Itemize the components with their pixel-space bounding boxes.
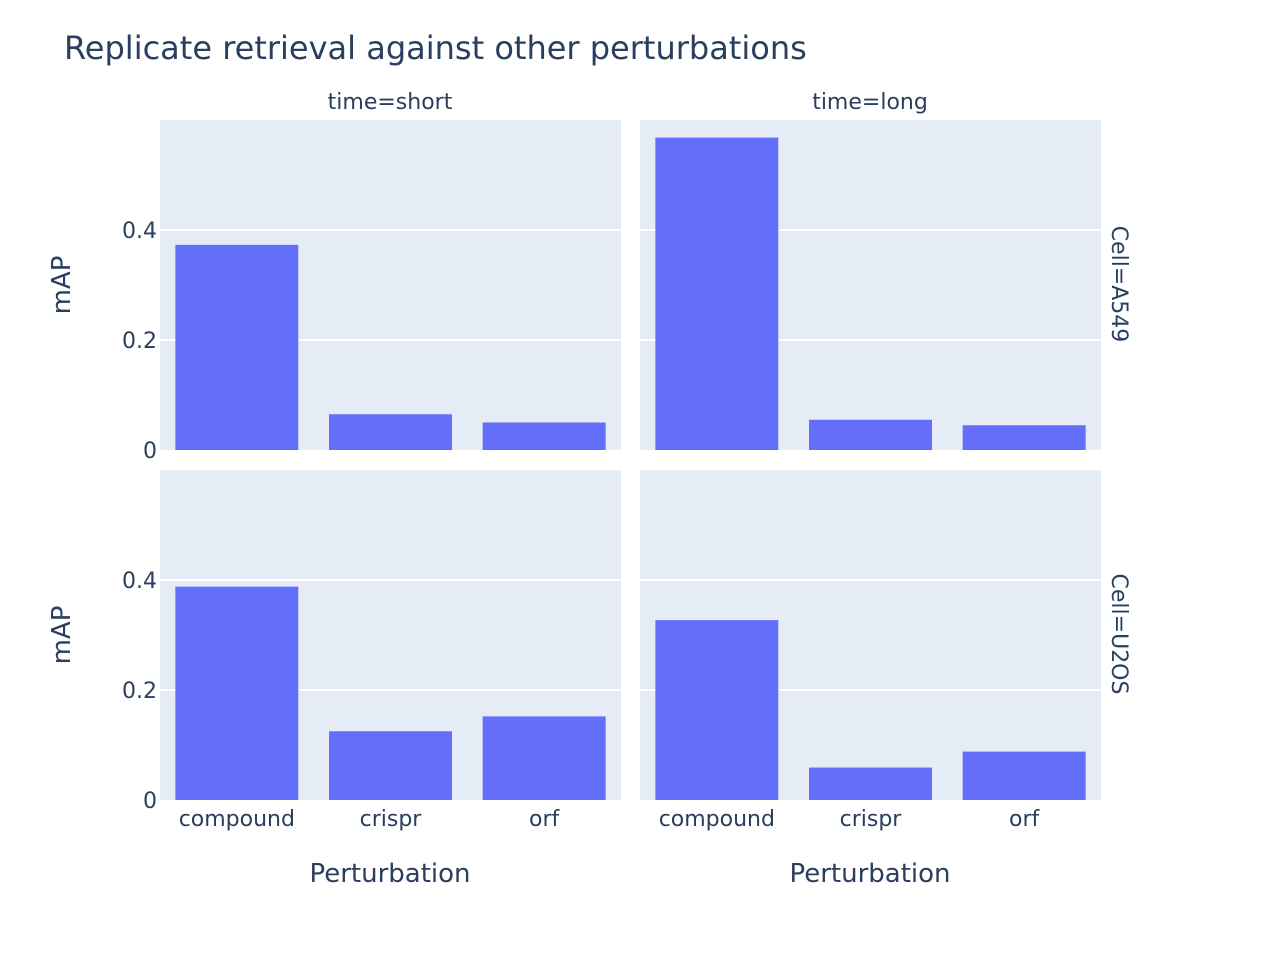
bar-compound bbox=[655, 137, 779, 450]
x-tick-label-orf: orf bbox=[529, 807, 561, 832]
x-tick-label-orf: orf bbox=[1009, 807, 1041, 832]
chart-title: Replicate retrieval against other pertur… bbox=[64, 29, 807, 67]
x-axis-title-right: Perturbation bbox=[789, 859, 950, 889]
x-axis-title-left: Perturbation bbox=[309, 859, 470, 889]
bar-orf bbox=[482, 422, 606, 450]
bar-compound bbox=[175, 586, 299, 800]
bar-crispr bbox=[809, 767, 932, 800]
y-tick-label: 0 bbox=[143, 439, 157, 464]
x-tick-label-crispr: crispr bbox=[840, 807, 903, 832]
facet-panel-1 bbox=[640, 120, 1101, 450]
facet-panel-3 bbox=[640, 470, 1101, 800]
bar-crispr bbox=[329, 731, 452, 800]
bar-compound bbox=[655, 620, 779, 800]
bar-compound bbox=[175, 244, 299, 450]
row-label-a549: Cell=A549 bbox=[1106, 226, 1131, 343]
row-label-u2os: Cell=U2OS bbox=[1106, 574, 1131, 695]
x-tick-label-crispr: crispr bbox=[360, 807, 423, 832]
x-tick-labels: compound crispr orf compound crispr orf bbox=[179, 807, 1041, 832]
col-label-time-long: time=long bbox=[812, 90, 928, 115]
y-tick-labels: 0 0.2 0.4 0 0.2 0.4 bbox=[122, 219, 157, 814]
col-label-time-short: time=short bbox=[328, 90, 453, 115]
y-tick-label: 0.2 bbox=[122, 679, 157, 704]
bar-crispr bbox=[809, 419, 932, 450]
facet-panels bbox=[160, 120, 1101, 800]
y-axis-title-bottom: mAP bbox=[47, 606, 77, 665]
facet-panel-0 bbox=[160, 120, 621, 450]
x-tick-label-compound: compound bbox=[179, 807, 295, 832]
y-tick-label: 0.4 bbox=[122, 569, 157, 594]
bar-orf bbox=[482, 716, 606, 800]
y-axis-title-top: mAP bbox=[47, 256, 77, 315]
y-tick-label: 0.4 bbox=[122, 219, 157, 244]
x-tick-label-compound: compound bbox=[659, 807, 775, 832]
bar-orf bbox=[962, 751, 1086, 800]
facet-panel-2 bbox=[160, 470, 621, 800]
y-tick-label: 0.2 bbox=[122, 329, 157, 354]
bar-crispr bbox=[329, 414, 452, 450]
y-tick-label: 0 bbox=[143, 789, 157, 814]
bar-orf bbox=[962, 425, 1086, 450]
